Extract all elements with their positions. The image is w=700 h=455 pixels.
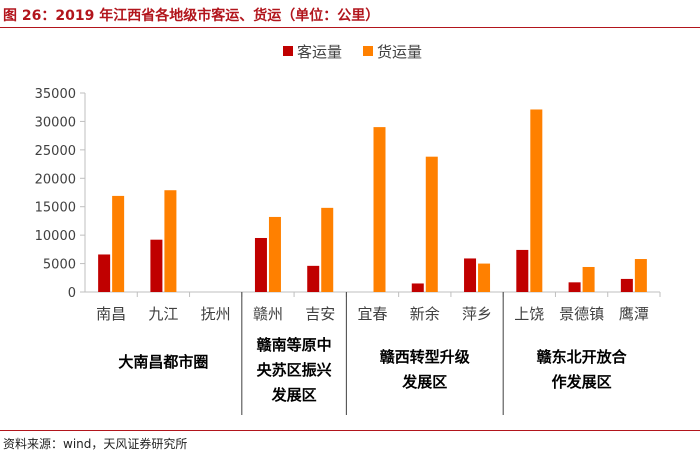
- x-category-label: 赣州: [253, 305, 283, 323]
- legend-label-freight: 货运量: [377, 43, 422, 61]
- legend-swatch-freight: [363, 46, 373, 56]
- y-tick-label: 25000: [35, 144, 76, 159]
- group-label: 发展区: [401, 373, 447, 391]
- bar-passenger: [150, 239, 163, 292]
- bar-passenger: [464, 258, 477, 292]
- bar-freight: [112, 195, 125, 292]
- legend-label-passenger: 客运量: [297, 43, 342, 61]
- bar-passenger: [620, 278, 633, 292]
- title-bar: 图 26：2019 年江西省各地级市客运、货运（单位：公里）: [0, 0, 700, 30]
- group-label: 赣西转型升级: [380, 348, 471, 366]
- group-label: 作发展区: [552, 373, 612, 391]
- y-tick-label: 35000: [35, 87, 76, 102]
- source-note: 资料来源：wind，天风证券研究所: [3, 437, 188, 451]
- y-tick-label: 20000: [35, 172, 76, 187]
- bar-passenger: [568, 282, 581, 292]
- group-label: 发展区: [271, 386, 317, 404]
- x-category-label: 吉安: [305, 305, 335, 323]
- bar-passenger: [98, 254, 111, 292]
- y-tick-label: 0: [68, 286, 76, 301]
- x-category-label: 抚州: [201, 305, 231, 323]
- x-category-label: 南昌: [96, 305, 126, 323]
- bar-passenger: [411, 283, 424, 292]
- y-tick-label: 15000: [35, 201, 76, 216]
- x-category-label: 鹰潭: [619, 305, 649, 323]
- bar-freight: [530, 109, 543, 292]
- y-tick-label: 5000: [43, 258, 76, 273]
- group-label: 央苏区振兴: [257, 361, 332, 379]
- bar-freight: [164, 190, 177, 292]
- x-category-label: 宜春: [357, 305, 387, 323]
- x-category-label: 景德镇: [559, 305, 604, 323]
- bar-passenger: [307, 265, 320, 292]
- figure-title: 图 26：2019 年江西省各地级市客运、货运（单位：公里）: [3, 8, 380, 24]
- x-category-label: 萍乡: [462, 305, 492, 323]
- bar-freight: [321, 207, 334, 292]
- title-rule: [0, 27, 700, 28]
- x-category-label: 上饶: [514, 305, 544, 323]
- group-label: 赣南等原中: [257, 336, 332, 354]
- group-label: 大南昌都市圈: [118, 353, 208, 371]
- x-category-label: 新余: [410, 305, 440, 323]
- bar-freight: [425, 156, 438, 292]
- bar-chart: 0 5000 10000 15000 20000 25000 30000 35000 南昌 九江 抚…: [35, 43, 661, 415]
- legend-swatch-passenger: [283, 46, 293, 56]
- group-label: 赣东北开放合: [537, 348, 628, 366]
- x-category-label: 九江: [148, 305, 178, 323]
- bar-freight: [478, 263, 491, 292]
- bar-freight: [634, 259, 647, 292]
- footer-rule: [0, 430, 700, 431]
- bar-freight: [582, 266, 595, 292]
- bar-freight: [268, 216, 281, 292]
- y-tick-label: 10000: [35, 229, 76, 244]
- y-tick-label: 30000: [35, 115, 76, 130]
- bar-passenger: [254, 237, 267, 292]
- bar-passenger: [516, 249, 529, 292]
- bar-freight: [373, 127, 386, 292]
